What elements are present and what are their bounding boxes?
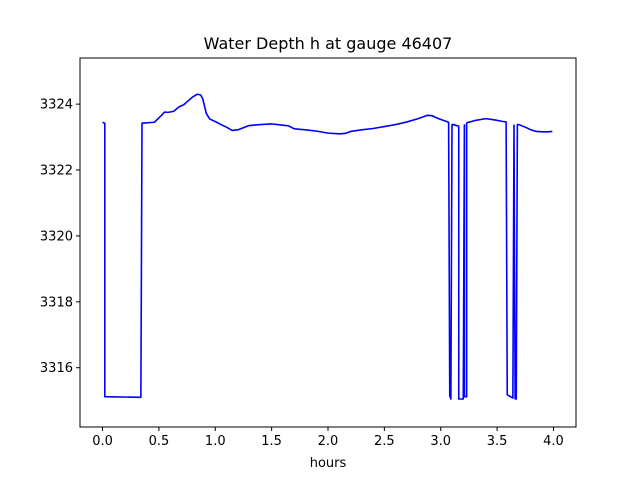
y-tick-label: 3322: [40, 164, 73, 179]
x-tick-label: 1.5: [261, 434, 282, 449]
x-tick-label: 0.0: [92, 434, 113, 449]
axes-frame: [79, 57, 577, 428]
y-axis-ticks: 3316 3318 3320 3322 3324: [40, 98, 80, 376]
axes-background: [80, 58, 576, 427]
y-tick-label: 3320: [40, 229, 73, 244]
chart-title: Water Depth h at gauge 46407: [204, 34, 453, 53]
x-tick-label: 2.5: [374, 434, 395, 449]
x-tick-label: 4.0: [543, 434, 564, 449]
x-axis-ticks: 0.0 0.5 1.0 1.5 2.0 2.5 3.0 3.5 4.0: [92, 427, 564, 449]
x-axis-label: hours: [310, 456, 347, 471]
y-tick-label: 3318: [40, 295, 73, 310]
y-tick-label: 3316: [40, 361, 73, 376]
x-tick-label: 3.5: [487, 434, 508, 449]
x-tick-label: 0.5: [149, 434, 170, 449]
y-tick-label: 3324: [40, 98, 73, 113]
x-tick-label: 1.0: [205, 434, 226, 449]
series-group: [102, 93, 553, 400]
x-tick-label: 3.0: [430, 434, 451, 449]
plot-area: [80, 58, 576, 427]
series-line: [102, 93, 553, 400]
x-tick-label: 2.0: [318, 434, 339, 449]
